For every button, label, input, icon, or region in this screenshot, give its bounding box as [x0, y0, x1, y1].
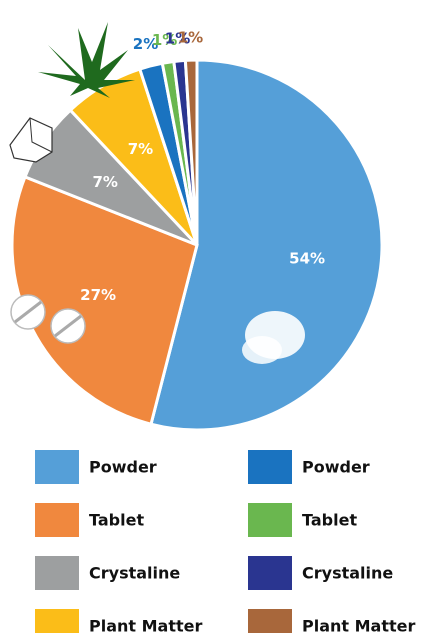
slice-label: 1%: [152, 31, 177, 49]
slice-label: 1%: [178, 29, 203, 47]
slice-label: 54%: [289, 249, 325, 267]
pie: 54%27%7%7%2%1%1%1%: [10, 29, 384, 432]
legend-swatch: [35, 609, 79, 633]
legend-label: Plant Matter: [302, 617, 415, 633]
legend-swatch: [248, 503, 292, 537]
legend-label: Crystaline: [89, 564, 180, 583]
legend-label: Tablet: [302, 511, 357, 530]
legend-label: Plant Matter: [89, 617, 202, 633]
legend-swatch: [35, 503, 79, 537]
cloud-icon: [242, 336, 282, 364]
decorations: [9, 22, 305, 364]
leaf-icon: [38, 22, 135, 98]
legend-swatch: [248, 609, 292, 633]
legend-swatch: [35, 556, 79, 590]
legend-swatch: [248, 450, 292, 484]
pill-icon: [14, 300, 42, 324]
slice-label: 7%: [92, 173, 117, 191]
pill-icon: [54, 314, 82, 338]
crystal-icon: [29, 117, 53, 153]
pie-slice: [183, 58, 199, 246]
slice-label: 1%: [165, 29, 190, 47]
slice-label: 7%: [128, 140, 153, 158]
legend-label: Powder: [302, 458, 370, 477]
legend-label: Powder: [89, 458, 157, 477]
slice-label: 2%: [133, 35, 158, 53]
legend-label: Crystaline: [302, 564, 393, 583]
pie-slice: [149, 58, 384, 432]
legend: Powder Tablet Crystaline Plant Matter Powder…: [35, 450, 415, 633]
legend-swatch: [35, 450, 79, 484]
slice-label: 27%: [80, 286, 116, 304]
legend-swatch: [248, 556, 292, 590]
legend-label: Tablet: [89, 511, 144, 530]
